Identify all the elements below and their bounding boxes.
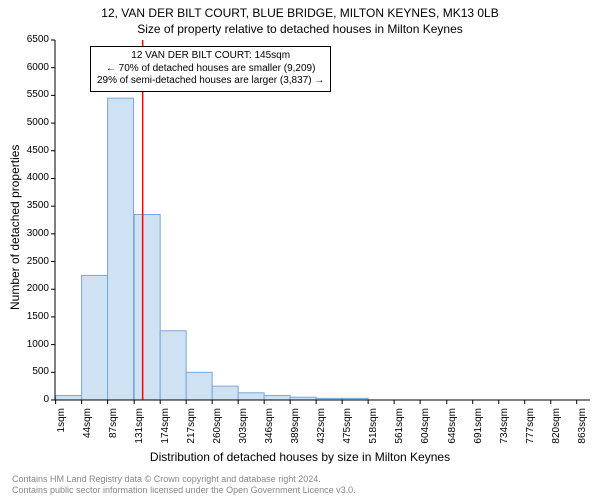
y-axis-label: Number of detached properties [8, 145, 22, 310]
y-tick-label: 4000 [27, 172, 49, 183]
x-tick-label: 303sqm [238, 408, 249, 458]
footer-attribution: Contains HM Land Registry data © Crown c… [12, 474, 356, 497]
chart-container: 12, VAN DER BILT COURT, BLUE BRIDGE, MIL… [0, 0, 600, 500]
y-tick-label: 500 [32, 366, 49, 377]
x-tick-label: 44sqm [82, 408, 93, 458]
y-tick-label: 2000 [27, 283, 49, 294]
x-tick-label: 260sqm [212, 408, 223, 458]
histogram-bar [212, 386, 238, 400]
x-tick-label: 87sqm [108, 408, 119, 458]
annotation-line1: 12 VAN DER BILT COURT: 145sqm [97, 50, 324, 63]
histogram-bar [238, 393, 264, 400]
histogram-svg [55, 40, 590, 400]
x-tick-label: 734sqm [499, 408, 510, 458]
histogram-bar [108, 98, 134, 400]
annotation-line2: ← 70% of detached houses are smaller (9,… [97, 63, 324, 76]
y-tick-label: 0 [43, 394, 49, 405]
y-tick-label: 6500 [27, 34, 49, 45]
y-tick-label: 3000 [27, 228, 49, 239]
x-tick-label: 346sqm [264, 408, 275, 458]
y-tick-label: 5500 [27, 89, 49, 100]
y-tick-label: 5000 [27, 117, 49, 128]
histogram-bar [134, 214, 160, 400]
x-tick-label: 174sqm [160, 408, 171, 458]
x-tick-label: 475sqm [342, 408, 353, 458]
plot-area [55, 40, 590, 400]
y-tick-label: 1000 [27, 339, 49, 350]
footer-line2: Contains public sector information licen… [12, 485, 356, 496]
x-tick-label: 561sqm [394, 408, 405, 458]
chart-title-line2: Size of property relative to detached ho… [0, 22, 600, 36]
x-tick-label: 518sqm [368, 408, 379, 458]
x-tick-label: 131sqm [134, 408, 145, 458]
histogram-bar [264, 396, 290, 400]
y-tick-label: 3500 [27, 200, 49, 211]
x-tick-label: 777sqm [525, 408, 536, 458]
x-tick-label: 217sqm [186, 408, 197, 458]
histogram-bar [82, 275, 108, 400]
x-tick-label: 604sqm [420, 408, 431, 458]
x-tick-label: 432sqm [316, 408, 327, 458]
x-tick-label: 648sqm [447, 408, 458, 458]
y-tick-label: 2500 [27, 256, 49, 267]
histogram-bar [160, 331, 186, 400]
x-tick-label: 691sqm [473, 408, 484, 458]
x-tick-label: 820sqm [551, 408, 562, 458]
histogram-bar [186, 372, 212, 400]
x-tick-label: 389sqm [290, 408, 301, 458]
y-tick-label: 1500 [27, 311, 49, 322]
x-tick-label: 863sqm [577, 408, 588, 458]
footer-line1: Contains HM Land Registry data © Crown c… [12, 474, 356, 485]
annotation-box: 12 VAN DER BILT COURT: 145sqm ← 70% of d… [90, 46, 331, 92]
chart-title-line1: 12, VAN DER BILT COURT, BLUE BRIDGE, MIL… [0, 6, 600, 20]
histogram-bar [56, 396, 82, 400]
y-tick-label: 6000 [27, 62, 49, 73]
y-tick-label: 4500 [27, 145, 49, 156]
x-tick-label: 1sqm [56, 408, 67, 458]
annotation-line3: 29% of semi-detached houses are larger (… [97, 75, 324, 88]
